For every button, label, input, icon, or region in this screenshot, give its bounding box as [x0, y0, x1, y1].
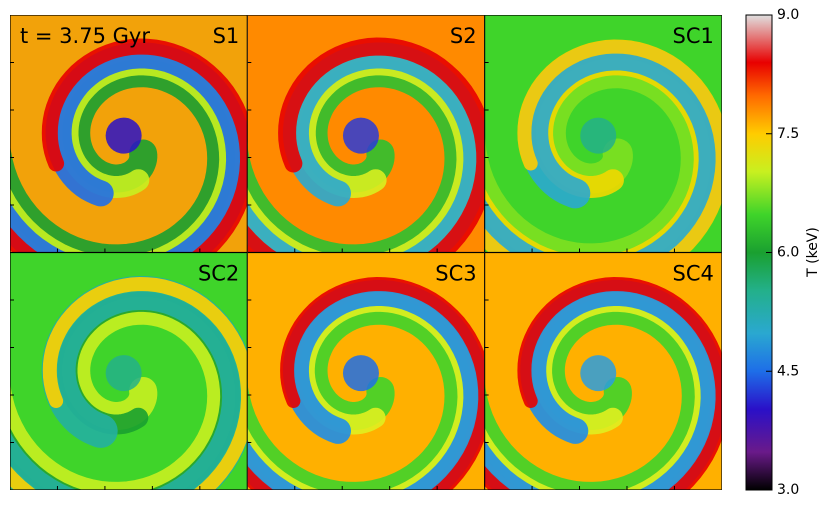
- panel: [484, 15, 722, 253]
- panel-label: SC2: [198, 262, 239, 286]
- core: [105, 355, 142, 392]
- spiral-arm: [247, 37, 485, 253]
- colorbar-tick-label: 7.5: [777, 126, 799, 142]
- panel-label: SC4: [673, 262, 714, 286]
- spiral-arm: [247, 276, 485, 490]
- panel: [247, 15, 485, 253]
- spiral-arm: [484, 280, 722, 490]
- colorbar-tick-label: 6.0: [777, 245, 799, 261]
- core: [105, 117, 142, 154]
- core: [580, 355, 617, 392]
- colorbar-tick-label: 3.0: [777, 482, 799, 498]
- spiral-arm: [484, 40, 722, 253]
- panel: [10, 15, 248, 253]
- panels: S1 S2 SC1 SC2 SC3 SC4 t = 3.75 Gyr: [10, 15, 722, 490]
- spiral-arm: [10, 38, 248, 253]
- panel: [484, 252, 722, 490]
- time-label: t = 3.75 Gyr: [20, 24, 150, 48]
- panel: [10, 252, 248, 490]
- spiral-arm: [10, 276, 248, 490]
- panel-label: S2: [450, 24, 477, 48]
- panel-label: SC1: [673, 24, 714, 48]
- spiral-arm: [484, 39, 722, 253]
- core: [580, 117, 617, 154]
- panel-label: S1: [213, 24, 240, 48]
- spiral-arm: [10, 276, 248, 490]
- colorbar-label: T (keV): [805, 227, 821, 278]
- colorbar-tick-label: 4.5: [777, 363, 799, 379]
- panel: [247, 252, 485, 490]
- core: [342, 355, 379, 392]
- spiral-arm: [10, 42, 248, 253]
- panel-label: SC3: [435, 262, 476, 286]
- spiral-arm: [247, 280, 485, 490]
- core: [342, 117, 379, 154]
- colorbar-tick-label: 9.0: [777, 7, 799, 23]
- spiral-arm: [484, 276, 722, 490]
